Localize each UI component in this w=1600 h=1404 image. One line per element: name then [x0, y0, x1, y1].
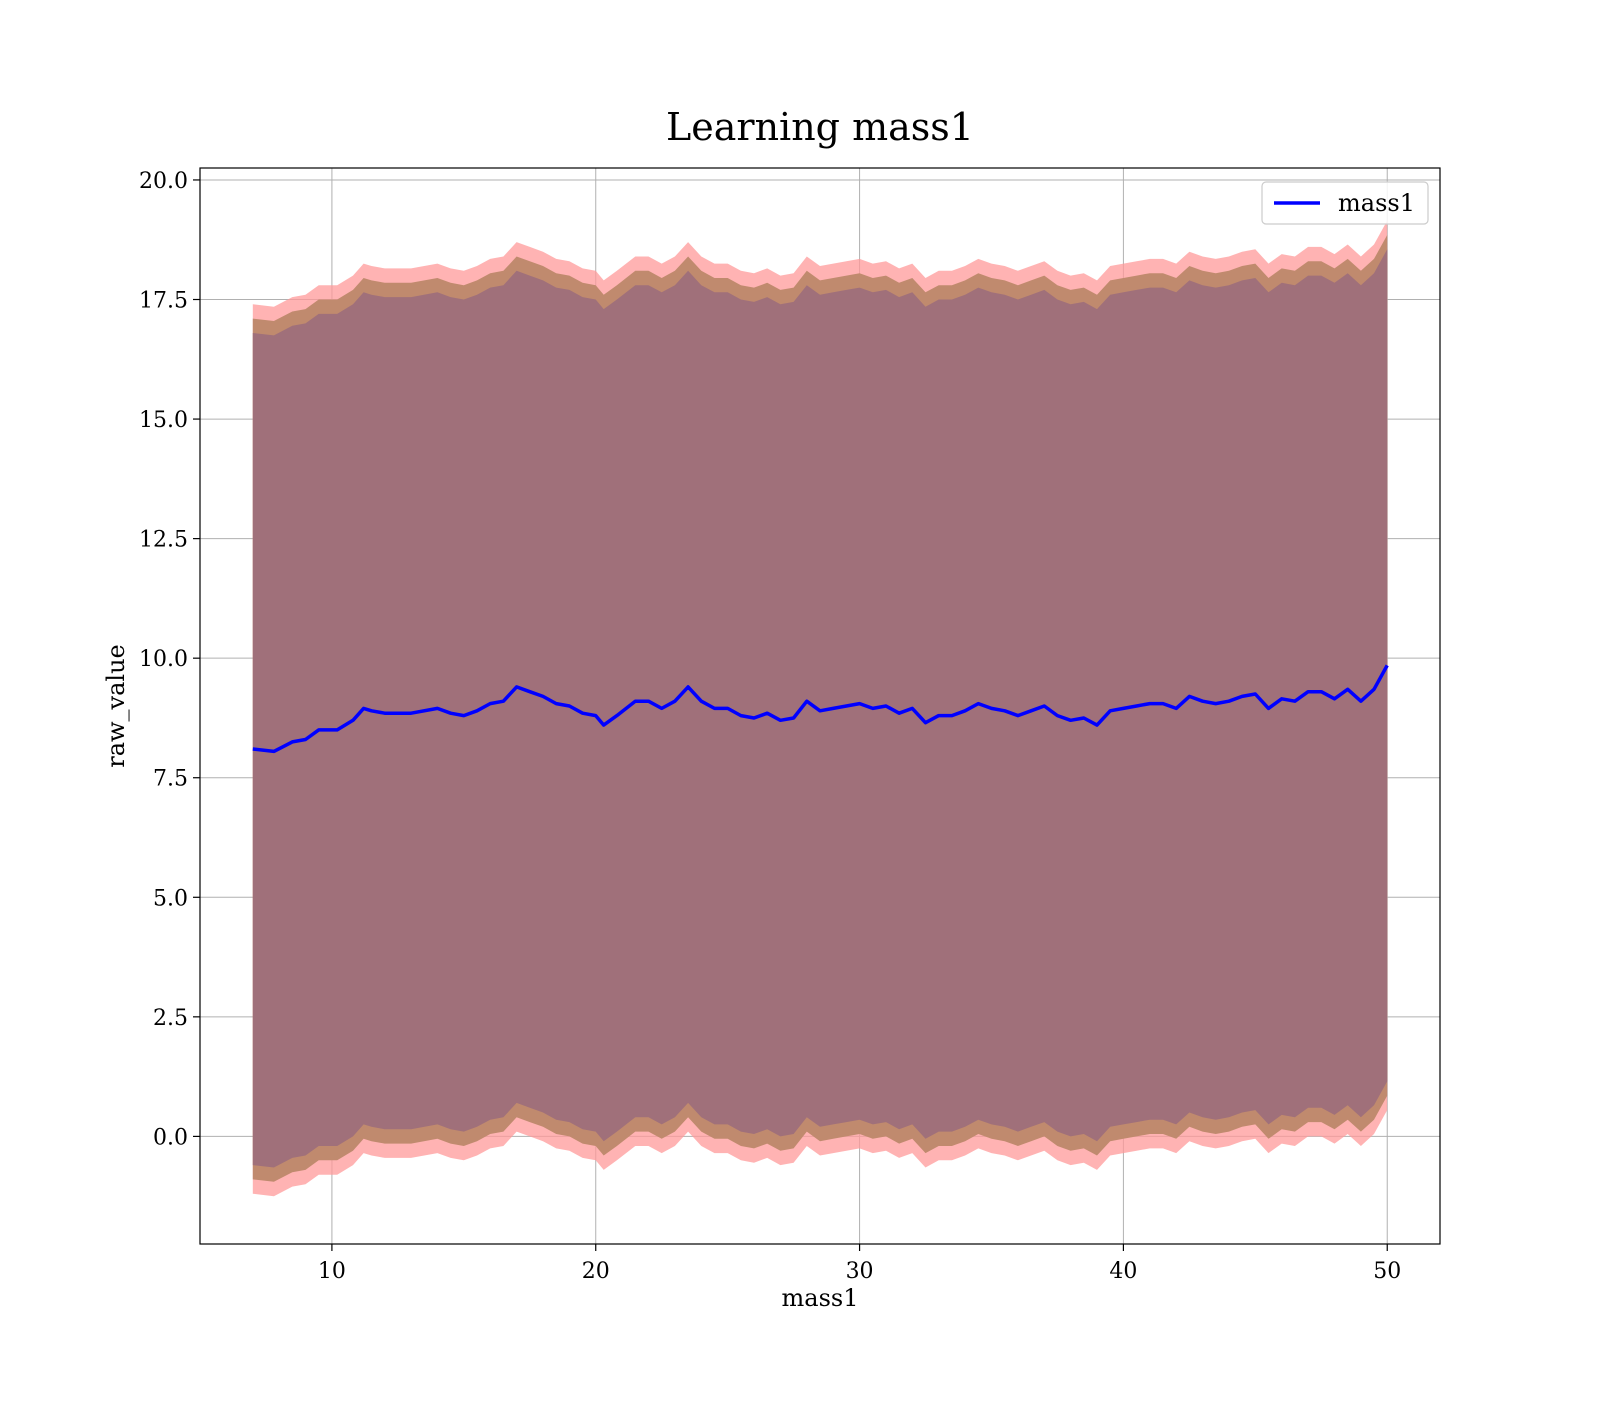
series-lines — [252, 664, 1389, 754]
y-tick-label: 15.0 — [139, 408, 188, 433]
y-tick-label: 20.0 — [139, 169, 188, 194]
x-tick-label: 10 — [318, 1259, 346, 1284]
y-tick-label: 7.5 — [153, 767, 188, 792]
x-tick-label: 40 — [1109, 1259, 1137, 1284]
axis-ticks: 10 20 30 40 50 0.0 2.5 5.0 7.5 10.0 12.5 15.0 17.5 20… — [139, 169, 1401, 1284]
band-inner — [252, 249, 1388, 1168]
x-axis-label: mass1 — [782, 1284, 859, 1312]
y-axis-label: raw_value — [102, 644, 130, 768]
legend: mass1 — [1261, 181, 1429, 225]
y-tick-label: 10.0 — [139, 647, 188, 672]
x-tick-label: 30 — [846, 1259, 874, 1284]
y-tick-label: 17.5 — [139, 289, 188, 314]
y-tick-label: 5.0 — [153, 886, 188, 911]
legend-entry-mass1: mass1 — [1338, 189, 1415, 217]
x-tick-label: 50 — [1373, 1259, 1401, 1284]
legend-box — [1261, 181, 1429, 225]
series-line-mass1 — [252, 664, 1389, 754]
y-tick-label: 2.5 — [153, 1006, 188, 1031]
y-tick-label: 0.0 — [153, 1125, 188, 1150]
confidence-bands — [252, 220, 1388, 1197]
plot-frame — [199, 167, 1441, 1245]
chart-title: Learning mass1 — [666, 105, 974, 149]
x-tick-label: 20 — [582, 1259, 610, 1284]
y-tick-label: 12.5 — [139, 528, 188, 553]
